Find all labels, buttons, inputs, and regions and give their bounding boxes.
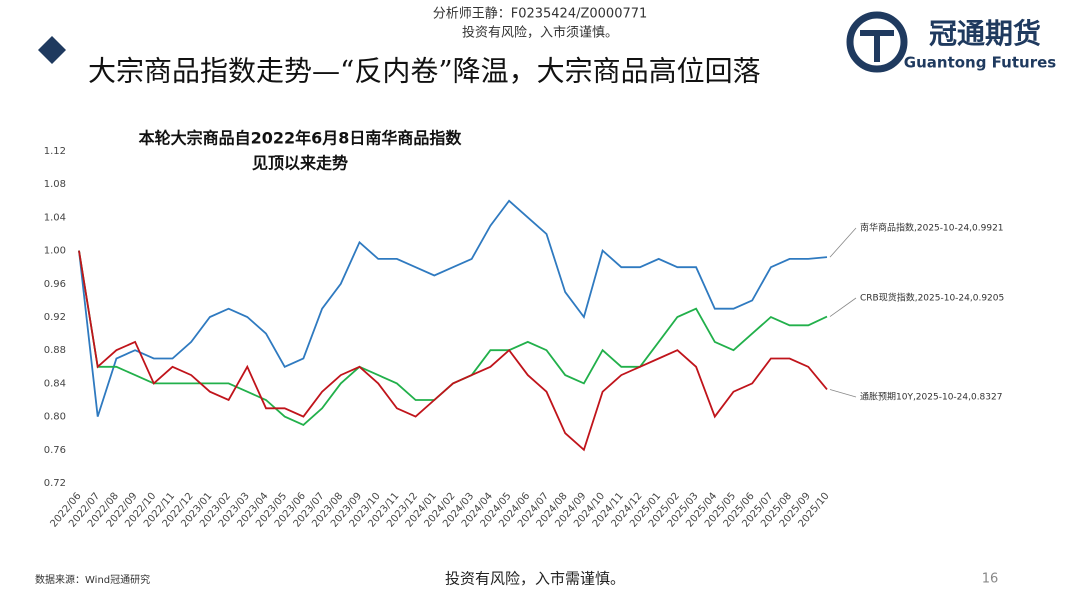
y-tick-label: 0.76 [44, 445, 66, 456]
source: 数据来源：Wind冠通研究 [35, 573, 150, 586]
page-number: 16 [982, 572, 999, 587]
y-tick-label: 1.08 [44, 179, 66, 190]
analyst: 分析师王静：F0235424/Z0000771 [433, 7, 648, 22]
chart-title: 见顶以来走势 [252, 154, 348, 173]
logo-cn: 冠通期货 [929, 17, 1041, 50]
heading: 大宗商品指数走势—“反内卷”降温，大宗商品高位回落 [88, 55, 761, 88]
logo-stem [874, 36, 880, 62]
logo-ring [846, 11, 908, 73]
risk-bottom: 投资有风险，入市需谨慎。 [445, 570, 625, 588]
y-tick-label: 0.92 [44, 312, 66, 323]
y-tick-label: 0.72 [44, 478, 66, 489]
leader-line [829, 389, 857, 398]
chart-title: 本轮大宗商品自2022年6月8日南华商品指数 [139, 129, 463, 148]
series-label: CRB现货指数,2025-10-24,0.9205 [860, 292, 1004, 304]
series-label: 南华商品指数,2025-10-24,0.9921 [860, 222, 1004, 234]
series-label: 通胀预期10Y,2025-10-24,0.8327 [860, 392, 1002, 403]
heading-icon [38, 36, 66, 64]
logo-bar [860, 30, 894, 36]
y-tick-label: 1.04 [44, 212, 66, 223]
series-line [78, 250, 828, 452]
logo: 冠通期货 Guantong Futures [846, 11, 1057, 73]
y-tick-label: 0.84 [44, 378, 66, 389]
leader-line [829, 227, 857, 258]
y-tick-label: 0.96 [44, 279, 66, 290]
y-tick-label: 0.88 [44, 345, 66, 356]
risk-top: 投资有风险，入市须谨慎。 [462, 25, 618, 41]
leader-line [829, 297, 857, 317]
y-tick-label: 1.00 [44, 246, 66, 257]
logo-en: Guantong Futures [904, 54, 1057, 72]
series-line [78, 199, 828, 417]
y-tick-label: 1.12 [44, 146, 66, 157]
series-line [78, 250, 828, 426]
y-tick-label: 0.80 [44, 412, 66, 423]
